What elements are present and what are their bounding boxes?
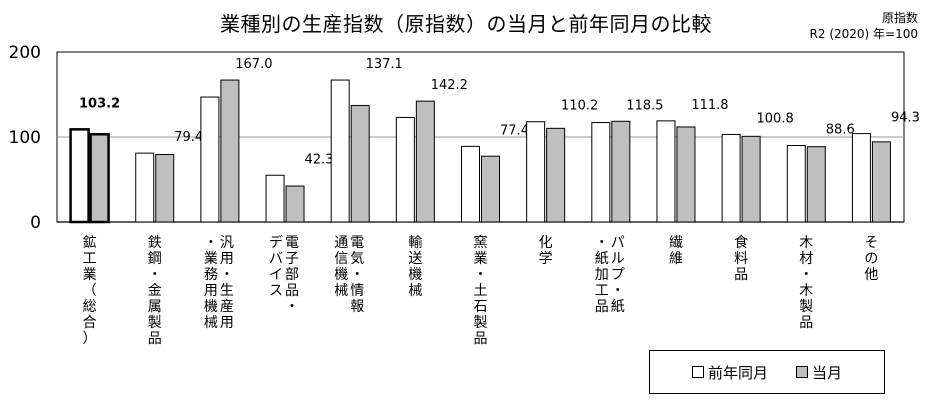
- category-label: パルプ・紙・紙加工品: [595, 235, 625, 315]
- data-label-current: 118.5: [626, 98, 663, 113]
- category-label: 汎用・生産用・業務用機械: [204, 235, 234, 331]
- data-label-current: 42.3: [305, 152, 334, 167]
- bar-prev-year: [265, 174, 285, 223]
- bar-current: [481, 155, 500, 223]
- legend-item-prev-year: 前年同月: [691, 362, 768, 383]
- bar-current: [155, 154, 175, 223]
- data-label-current: 100.8: [757, 111, 794, 126]
- bar-current: [220, 79, 240, 223]
- y-tick-label: 0: [30, 213, 41, 233]
- data-label-current: 77.4: [500, 123, 529, 138]
- bar-prev-year: [786, 145, 806, 223]
- bar-current: [350, 104, 370, 223]
- data-label-current: 167.0: [235, 57, 272, 72]
- legend-label-prev-year: 前年同月: [707, 363, 768, 382]
- bar-prev-year: [395, 116, 415, 223]
- data-label-current: 137.1: [366, 57, 403, 72]
- category-label: 窯業・土石製品: [474, 234, 488, 347]
- base-note-line-1: 原指数: [881, 11, 918, 25]
- data-label-current: 94.3: [891, 111, 920, 126]
- legend-swatch-prev-year: [691, 366, 704, 378]
- bar-prev-year: [330, 79, 350, 223]
- bar-prev-year: [656, 120, 676, 223]
- chart-title: 業種別の生産指数（原指数）の当月と前年同月の比較: [220, 12, 712, 36]
- legend-label-current: 当月: [812, 363, 843, 382]
- data-label-current: 79.4: [174, 130, 203, 145]
- data-label-current: 103.2: [79, 96, 120, 111]
- bar-prev-year: [851, 133, 871, 223]
- data-label-current: 111.8: [691, 98, 728, 113]
- bar-prev-year: [200, 96, 220, 223]
- legend-swatch-current: [796, 366, 808, 378]
- data-label-current: 142.2: [431, 78, 468, 93]
- category-label: 輸送機械: [408, 235, 422, 299]
- bar-prev-year: [526, 121, 546, 223]
- bar-prev-year: [721, 133, 741, 223]
- category-label: 電気・情報通信機械: [334, 235, 364, 315]
- bar-current: [611, 120, 631, 223]
- bar-current: [871, 141, 891, 223]
- data-label-current: 110.2: [561, 99, 598, 114]
- bar-current: [89, 133, 110, 224]
- bar-current: [676, 126, 696, 223]
- bar-current: [546, 127, 566, 223]
- y-tick-label: 100: [9, 128, 41, 148]
- y-tick-label: 200: [9, 43, 41, 63]
- category-label: 鉱工業（総合）: [83, 234, 97, 347]
- bar-prev-year: [135, 152, 155, 223]
- bar-prev-year: [591, 122, 611, 223]
- base-year-note: 原指数 R2 (2020) 年=100: [810, 10, 918, 42]
- bar-current: [415, 100, 435, 223]
- legend: 前年同月 当月: [649, 350, 885, 394]
- category-label: 木材・木製品: [799, 235, 813, 331]
- base-note-line-2: R2 (2020) 年=100: [809, 27, 918, 41]
- bar-current: [806, 146, 826, 223]
- bar-current: [285, 185, 305, 223]
- category-label: その他: [864, 235, 878, 283]
- bar-current: [741, 135, 761, 223]
- bar-prev-year: [461, 145, 480, 223]
- category-label: 化学: [539, 235, 553, 267]
- legend-item-current: 当月: [796, 362, 842, 383]
- category-label: 電子部品・デバイス: [269, 234, 299, 315]
- category-label: 鉄鋼・金属製品: [148, 235, 162, 347]
- data-label-current: 88.6: [826, 123, 855, 138]
- bar-prev-year: [69, 128, 90, 224]
- category-label: 繊維: [669, 235, 683, 267]
- category-label: 食料品: [734, 234, 748, 283]
